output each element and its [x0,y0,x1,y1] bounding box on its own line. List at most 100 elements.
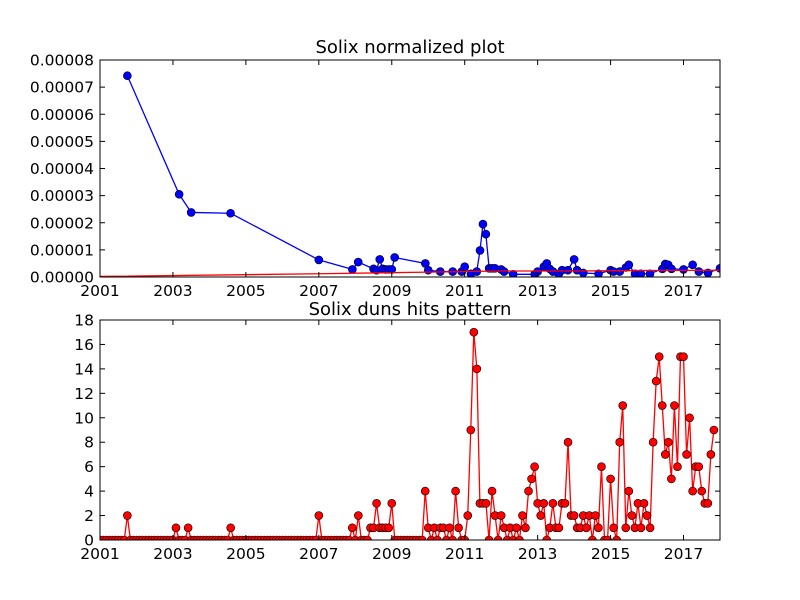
duns-hits-plot-series-0-point [347,523,357,533]
normalized-plot-series-0-point [314,255,324,265]
normalized-plot-y-tick-label: 0.00004 [30,160,94,178]
duns-hits-plot-series-0-point [542,535,552,540]
normalized-plot-y-tick-label: 0.00002 [30,214,94,232]
duns-hits-plot-series-0-point [463,511,473,520]
duns-hits-plot-series-0-point [657,401,667,410]
duns-hits-plot-series-0-point [594,523,603,533]
duns-hits-plot-series-0-point [363,535,372,540]
duns-hits-plot-y-tick-label: 18 [74,312,94,330]
duns-hits-plot-series-0-point [171,523,181,533]
normalized-plot-series-0-point [174,189,184,199]
duns-hits-plot-x-tick-label: 2013 [518,545,557,563]
normalized-plot-series-0-point [578,268,588,277]
duns-hits-plot-x-tick-label: 2005 [226,545,265,563]
normalized-plot-title: Solix normalized plot [315,37,504,58]
duns-hits-plot-series-0-point [624,486,634,496]
normalized-plot-frame [99,59,721,278]
duns-hits-plot-series-0-point [648,437,658,447]
duns-hits-plot-x-tick-label: 2017 [664,545,703,563]
normalized-plot-series-0-point [636,269,646,277]
duns-hits-plot-series-0-point [645,523,655,533]
duns-hits-plot-series-0-point [651,376,661,386]
duns-hits-plot-series-0-point [670,401,679,410]
normalized-plot-series-0-point [475,246,485,255]
duns-hits-plot-series-0-point [597,462,606,471]
duns-hits-plot-series-0-point [183,523,193,533]
normalized-plot-x-tick-label: 2001 [80,282,119,300]
normalized-plot-x-tick-label: 2003 [153,282,192,300]
duns-hits-plot-series-0-point [466,425,476,435]
duns-hits-plot-series-0-point [612,535,621,540]
normalized-plot-x-tick-label: 2005 [226,282,265,300]
duns-hits-plot-series-0-point [521,523,530,533]
normalized-plot-series-0-point [569,255,579,264]
duns-hits-plot-series-0-point [694,462,704,471]
duns-hits-plot-series-0-point [226,523,235,533]
duns-hits-plot-x-tick-label: 2007 [299,545,338,563]
duns-hits-plot-series-0-point [472,364,482,374]
duns-hits-plot-series-0-point [548,499,558,508]
normalized-plot-series-1 [100,269,720,277]
normalized-plot-y-tick-label: 0.00008 [30,52,94,70]
duns-hits-plot-x-tick-label: 2001 [80,545,119,563]
normalized-plot-series-0-point [186,208,196,217]
normalized-plot-series-0-point [615,267,625,276]
duns-hits-plot-x-tick-label: 2015 [591,545,630,563]
normalized-plot-series-0-point [348,265,357,274]
duns-hits-plot-y-tick-label: 14 [74,360,94,378]
normalized-plot-series-0-point [667,264,676,274]
duns-hits-plot-series-0-point [667,474,676,484]
duns-hits-plot-series-0-point [387,499,397,508]
duns-hits-plot: Solix duns hits pattern 2001 2003 2005 2007… [74,299,721,563]
duns-hits-plot-y-tick-label: 16 [74,336,94,354]
duns-hits-plot-series-0-point [372,499,381,508]
duns-hits-plot-frame [99,319,721,541]
duns-hits-plot-x-tick-label: 2009 [372,545,411,563]
duns-hits-plot-series-0-point [539,499,549,508]
duns-hits-plot-series-0-point [469,327,479,337]
duns-hits-plot-series-0-point [706,450,716,459]
normalized-plot-y-tick-label: 0.00001 [30,241,94,259]
duns-hits-plot-series-0-point [481,499,491,508]
duns-hits-plot-y-tick-label: 12 [74,385,94,403]
duns-hits-plot-x-tick-label: 2003 [153,545,192,563]
normalized-plot-series-0 [123,71,720,277]
duns-hits-plot-y-tick-label: 6 [84,458,94,476]
normalized-plot-y-tick-label: 0.00006 [30,106,94,124]
duns-hits-plot-series-0-point [527,474,536,484]
duns-hits-plot-x-tick-label: 2011 [445,545,484,563]
duns-hits-plot-series-0-point [588,535,597,540]
duns-hits-plot-series-0-point [709,425,719,435]
duns-hits-plot-series-0-point [484,535,494,540]
normalized-plot-series-1-line [100,269,720,277]
duns-hits-plot-series-0-point [682,450,691,459]
normalized-plot-series-0-point [478,219,488,229]
normalized-plot-series-0-point [508,269,518,277]
duns-hits-plot-series-0-point [654,352,664,361]
duns-hits-plot-series-0-point [515,535,524,540]
duns-hits-plot-series-0-point [123,511,132,520]
normalized-plot-x-tick-label: 2017 [664,282,703,300]
duns-hits-plot-series-0-point [554,523,564,533]
normalized-plot-series-0-point [353,257,363,267]
duns-hits-plot-series-0-point [627,511,637,520]
duns-hits-plot-series-0-point [487,486,497,496]
duns-hits-plot-series-0-point [518,511,527,520]
duns-hits-plot-series-0-point [697,486,707,496]
normalized-plot-series-0-point [624,260,634,270]
normalized-plot-series-0-line [126,75,720,275]
duns-hits-plot-series-0-point [688,486,697,496]
normalized-plot-x-tick-label: 2013 [518,282,557,300]
duns-hits-plot-series-0-point [639,499,649,508]
duns-hits-plot-y-tick-label: 8 [84,434,94,452]
duns-hits-plot-series-0-point [454,523,463,533]
normalized-plot-x-tick-label: 2011 [445,282,484,300]
duns-hits-plot-series-0-point [642,511,652,520]
duns-hits-plot-series-0-point [603,535,612,540]
normalized-plot-series-0-point [423,265,433,275]
duns-hits-plot-series-0-point [703,499,713,508]
duns-hits-plot-series-0 [100,327,719,540]
normalized-plot-x-tick-label: 2015 [591,282,630,300]
duns-hits-plot-series-0-point [445,523,454,533]
